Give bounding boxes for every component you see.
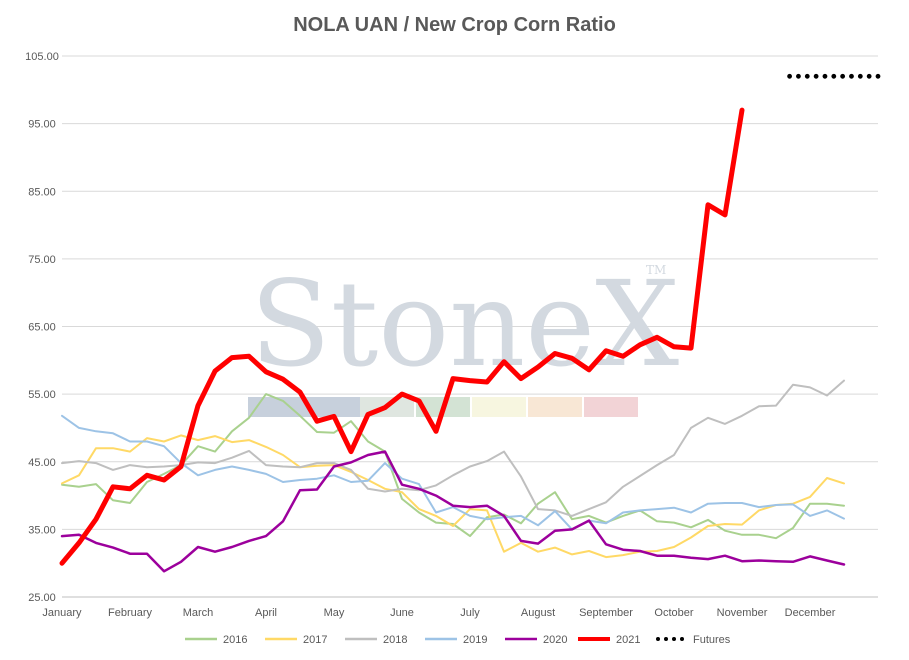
x-tick-label: April bbox=[255, 607, 277, 619]
y-tick-label: 45.00 bbox=[28, 457, 56, 469]
series-line-2016 bbox=[61, 393, 845, 540]
watermark-tm: TM bbox=[646, 263, 666, 277]
chart-title: NOLA UAN / New Crop Corn Ratio bbox=[293, 14, 616, 36]
series-line-2019 bbox=[61, 414, 845, 531]
watermark-text: StoneX bbox=[250, 255, 679, 393]
series-futures-point bbox=[787, 73, 792, 79]
series-futures-point bbox=[831, 73, 837, 79]
series-futures-point bbox=[875, 73, 881, 79]
x-tick-label: September bbox=[579, 607, 633, 619]
legend-swatch-futures bbox=[664, 637, 668, 641]
watermark-band bbox=[584, 397, 638, 417]
series-line-2017 bbox=[61, 434, 845, 559]
x-tick-label: March bbox=[183, 607, 214, 619]
legend-label-2020: 2020 bbox=[543, 634, 567, 646]
x-tick-label: February bbox=[108, 607, 153, 619]
series-futures-point bbox=[866, 73, 872, 79]
series-futures-point bbox=[813, 73, 819, 79]
series-line-2020 bbox=[60, 450, 846, 573]
y-tick-label: 75.00 bbox=[28, 254, 56, 266]
series-futures-point bbox=[822, 73, 828, 79]
y-tick-label: 65.00 bbox=[28, 322, 56, 334]
legend-label-2019: 2019 bbox=[463, 634, 487, 646]
series-line-2018 bbox=[61, 379, 845, 517]
watermark-band bbox=[248, 397, 360, 417]
x-tick-label: June bbox=[390, 607, 414, 619]
y-tick-label: 105.00 bbox=[25, 51, 59, 63]
x-tick-label: August bbox=[521, 607, 555, 619]
y-tick-label: 95.00 bbox=[28, 119, 56, 131]
legend-swatch-futures bbox=[680, 637, 684, 641]
legend-label-Futures: Futures bbox=[693, 634, 731, 646]
legend-label-2017: 2017 bbox=[303, 634, 327, 646]
series-futures-point bbox=[804, 73, 810, 79]
y-tick-label: 25.00 bbox=[28, 592, 56, 604]
y-tick-label: 55.00 bbox=[28, 389, 56, 401]
x-tick-label: July bbox=[460, 607, 480, 619]
x-tick-label: December bbox=[785, 607, 836, 619]
y-tick-label: 85.00 bbox=[28, 186, 56, 198]
x-tick-label: May bbox=[324, 607, 345, 619]
watermark-band bbox=[472, 397, 526, 417]
legend-label-2016: 2016 bbox=[223, 634, 247, 646]
series-futures-point bbox=[840, 73, 846, 79]
legend-swatch-futures bbox=[656, 637, 660, 641]
x-tick-label: October bbox=[654, 607, 693, 619]
series-futures-point bbox=[796, 73, 801, 79]
legend-label-2018: 2018 bbox=[383, 634, 407, 646]
legend-swatch-futures bbox=[672, 637, 676, 641]
legend-label-2021: 2021 bbox=[616, 634, 640, 646]
watermark-band bbox=[528, 397, 582, 417]
x-tick-label: January bbox=[42, 607, 82, 619]
x-tick-label: November bbox=[717, 607, 768, 619]
y-tick-label: 35.00 bbox=[28, 524, 56, 536]
series-line-2021 bbox=[59, 107, 745, 566]
series-futures-point bbox=[857, 73, 863, 79]
series-futures-point bbox=[849, 73, 854, 79]
